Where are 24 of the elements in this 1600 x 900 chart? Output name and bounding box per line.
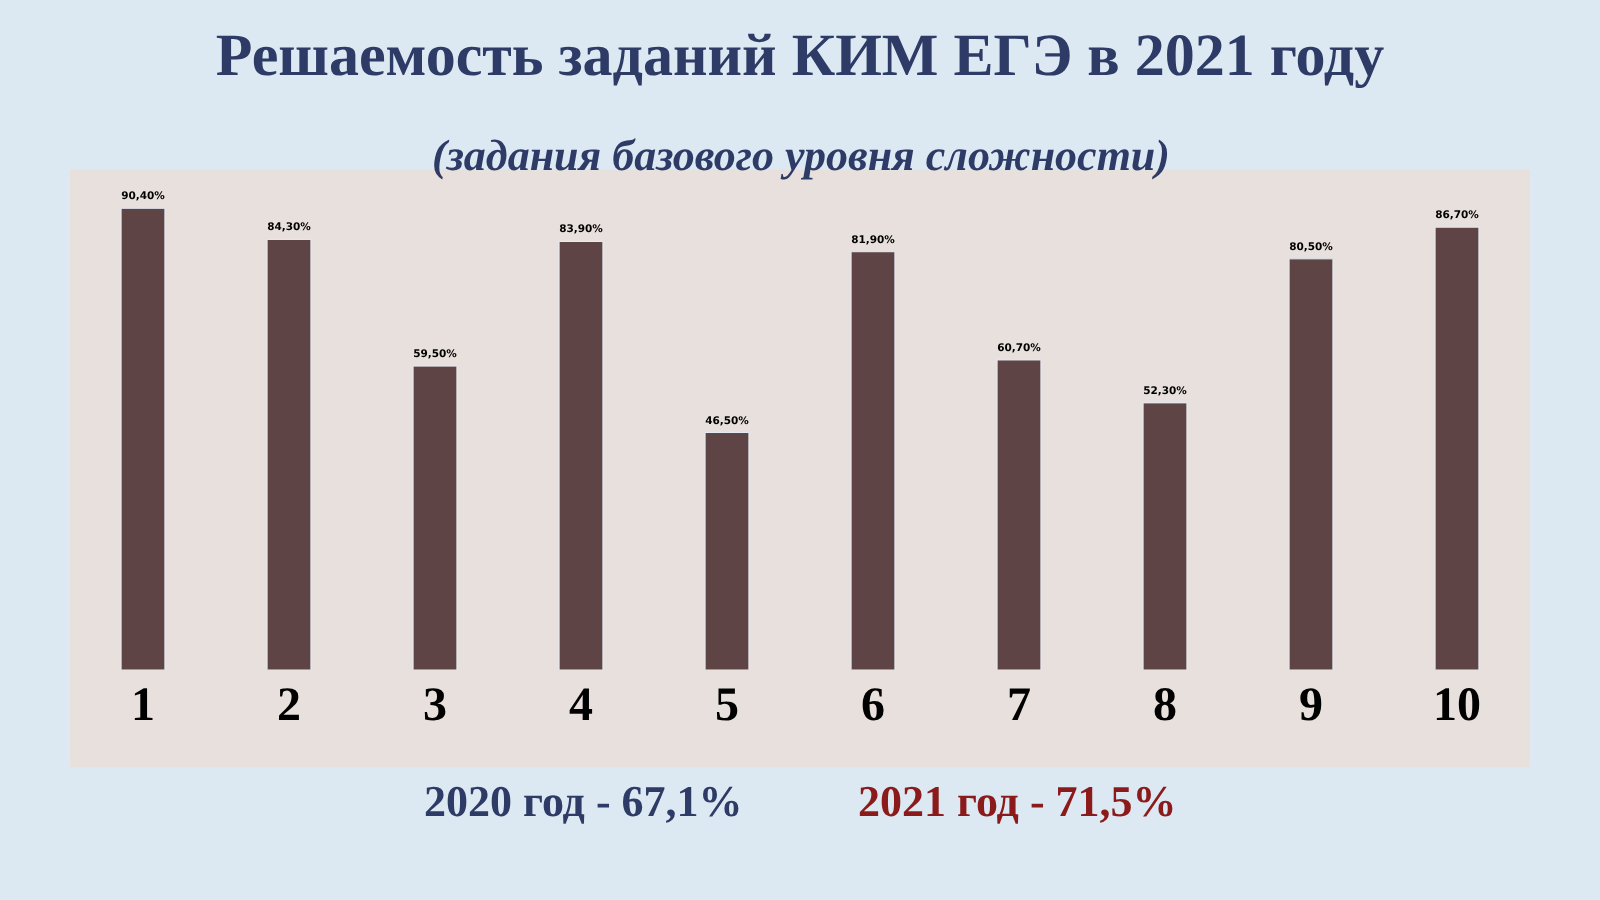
x-tick-label: 2 [277, 680, 301, 732]
bar [704, 432, 750, 670]
bar [120, 207, 166, 670]
bar [996, 359, 1042, 670]
x-tick-label: 9 [1299, 680, 1323, 732]
bar [1142, 402, 1188, 670]
bar [558, 241, 604, 670]
x-tick-label: 10 [1433, 680, 1481, 732]
bar [412, 365, 458, 670]
x-tick-label: 5 [715, 680, 739, 732]
x-tick-label: 3 [423, 680, 447, 732]
x-tick-label: 6 [861, 680, 885, 732]
chart-title: Решаемость заданий КИМ ЕГЭ в 2021 году [215, 23, 1385, 89]
x-tick-label: 7 [1007, 680, 1031, 732]
bar [1434, 226, 1480, 670]
x-tick-label: 4 [569, 680, 593, 732]
bar [1288, 258, 1334, 670]
x-tick-label: 8 [1153, 680, 1177, 732]
chart-subtitle: (задания базового уровня сложности) [432, 130, 1170, 180]
bar [850, 251, 896, 670]
text: 2021 год - 71,5% [858, 776, 1177, 826]
x-tick-label: 1 [131, 680, 155, 732]
text: 2020 год - 67,1% [424, 776, 743, 826]
bar [266, 238, 312, 670]
